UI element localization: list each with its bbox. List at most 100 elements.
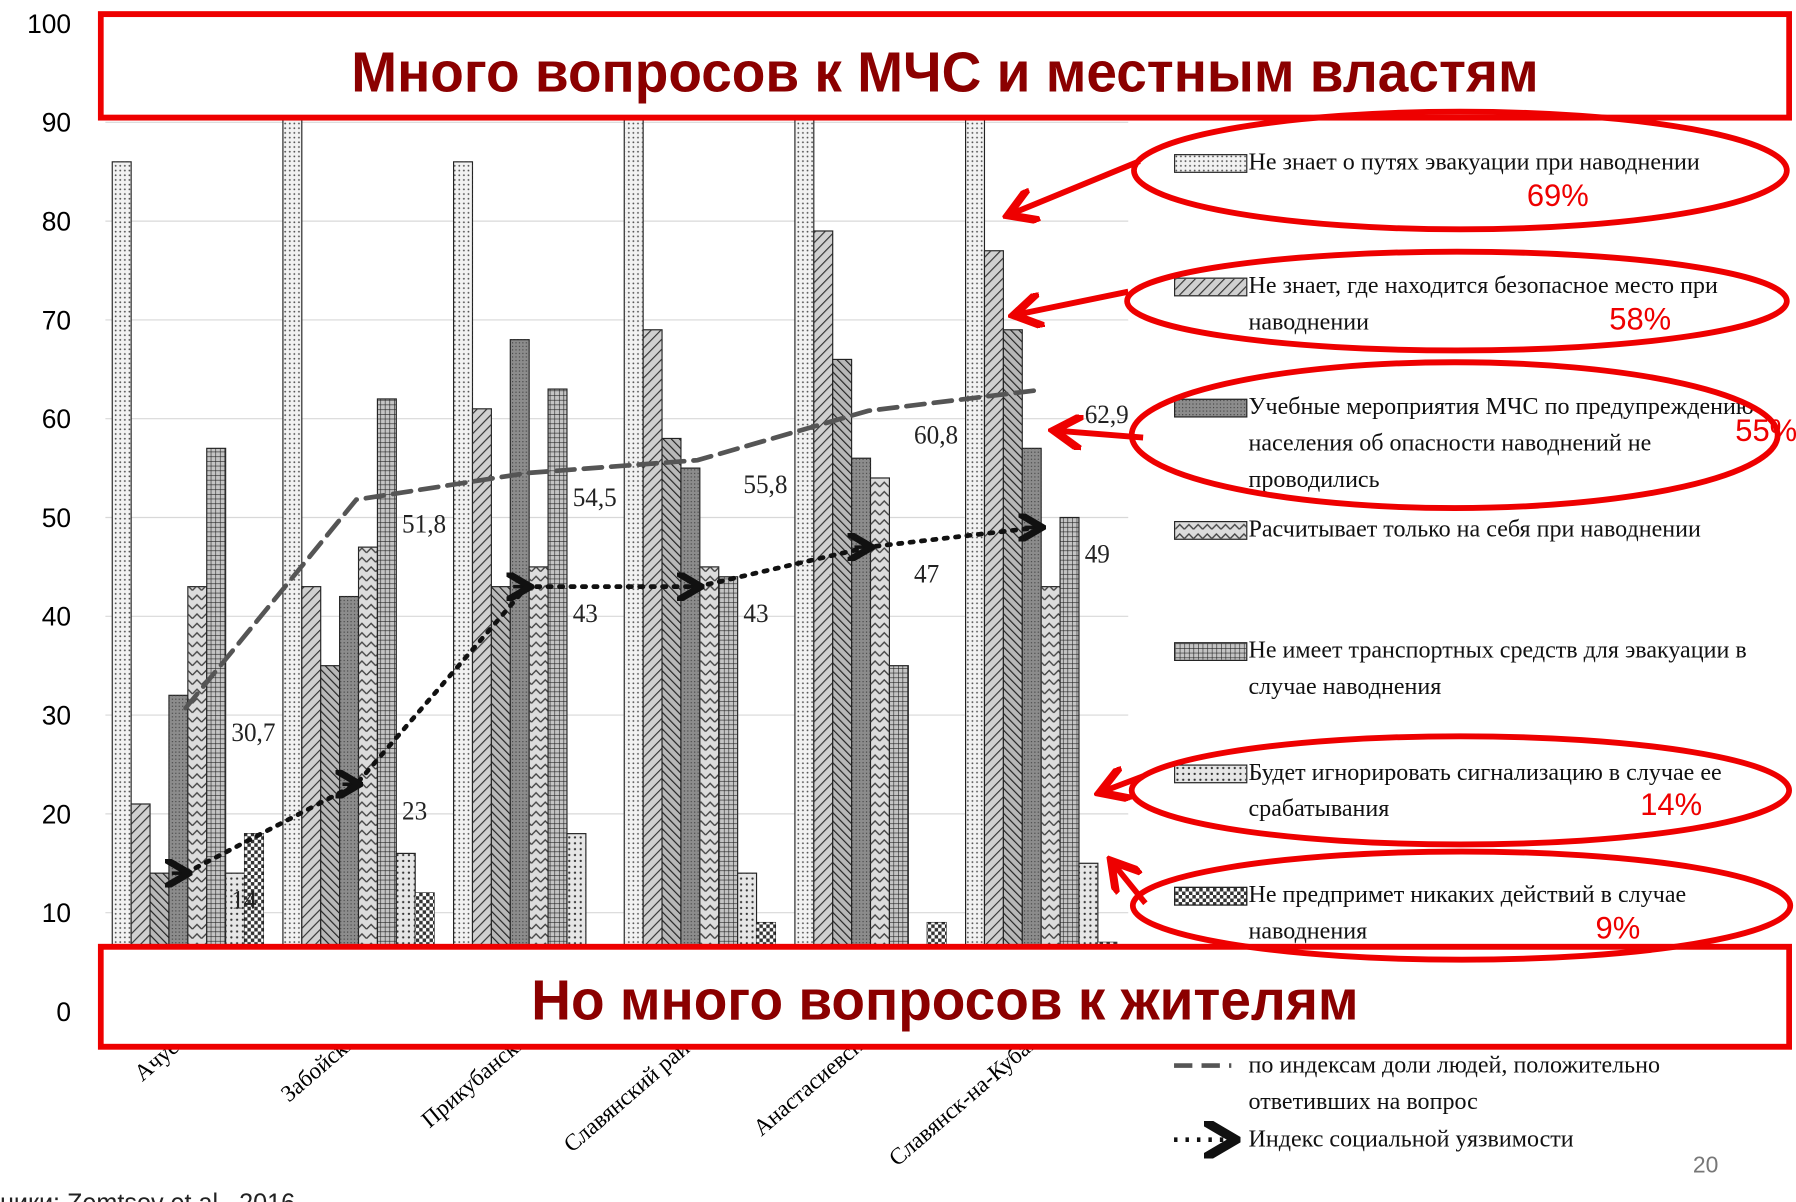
- legend-label: Не имеет транспортных средств для эвакуа…: [1248, 635, 1747, 700]
- highlight-ellipse: [1129, 848, 1794, 963]
- bar-texture: [832, 359, 852, 1012]
- bar-texture: [624, 72, 644, 1012]
- y-tick-label: 90: [42, 107, 71, 137]
- swatch-texture: [1175, 522, 1247, 539]
- bar-texture: [1060, 517, 1079, 1012]
- y-tick-label: 0: [56, 997, 71, 1027]
- annotation: 69%: [1527, 177, 1589, 212]
- bar-texture: [472, 408, 492, 1012]
- legend-swatch: [1174, 398, 1248, 418]
- bar-texture: [794, 72, 814, 1012]
- bar-texture: [301, 586, 321, 1012]
- line-value-label: 49: [1085, 539, 1110, 568]
- headline: Много вопросов к МЧС и местным властям: [351, 41, 1538, 104]
- bar-texture: [206, 448, 226, 1012]
- y-tick-label: 30: [42, 700, 71, 730]
- bar-texture: [718, 576, 738, 1012]
- legend-label: Не знает о путях эвакуации при наводнени…: [1248, 147, 1700, 176]
- bar-texture: [187, 586, 207, 1012]
- legend-swatch: [1174, 521, 1248, 540]
- bar-texture: [548, 389, 567, 1012]
- line-value-label: 47: [914, 559, 939, 588]
- y-tick-label: 50: [42, 503, 71, 533]
- annotation: 55%: [1735, 413, 1796, 448]
- swatch-texture: [1175, 887, 1247, 905]
- bar-texture: [491, 586, 511, 1012]
- bar-texture: [510, 339, 530, 1012]
- bar-texture: [1041, 586, 1061, 1012]
- y-tick-label: 100: [27, 9, 71, 39]
- legend-label: Учебные мероприятия МЧС по предупреждени…: [1248, 391, 1754, 493]
- bar-texture: [453, 161, 473, 1012]
- legend-label: Не предпримет никаких действий в случае …: [1248, 879, 1687, 945]
- legend-label: по индексам доли людей, положительно отв…: [1248, 1050, 1661, 1115]
- swatch-texture: [1175, 155, 1247, 172]
- legend-swatch: [1174, 764, 1248, 784]
- y-tick-label: 60: [42, 404, 71, 434]
- headline-box: [97, 11, 1792, 121]
- bar-texture: [699, 566, 719, 1012]
- bar-texture: [851, 458, 871, 1012]
- highlight-arrow: [1100, 776, 1145, 792]
- swatch-texture: [1175, 643, 1247, 660]
- bar-texture: [529, 566, 549, 1012]
- highlight-ellipse: [1124, 248, 1790, 354]
- bar-texture: [358, 547, 378, 1012]
- page-number: 20: [1693, 1151, 1718, 1177]
- bar-texture: [984, 250, 1004, 1012]
- legend-swatch: [1174, 886, 1248, 906]
- highlight-ellipse: [1128, 359, 1781, 512]
- line-value-label: 54,5: [573, 483, 617, 512]
- bar-texture: [112, 161, 132, 1012]
- annotation: 9%: [1596, 910, 1641, 945]
- legend-label: Не знает, где находится безопасное место…: [1248, 270, 1718, 336]
- bar-texture: [1022, 448, 1042, 1012]
- bar-texture: [889, 665, 909, 1012]
- highlight-ellipse: [1131, 108, 1790, 233]
- y-tick-label: 20: [42, 799, 71, 829]
- y-tick-label: 40: [42, 601, 71, 631]
- line-series: [183, 387, 1042, 711]
- line-value-label: 62,9: [1085, 400, 1129, 429]
- legend-swatch: [1174, 277, 1248, 297]
- line-value-label: 60,8: [914, 420, 958, 449]
- annotation: 14%: [1640, 787, 1702, 822]
- line-value-label: 14: [231, 885, 256, 914]
- bar-texture: [377, 398, 397, 1012]
- highlight-arrow: [1008, 158, 1141, 215]
- bar-texture: [1003, 329, 1023, 1012]
- bar-texture: [643, 329, 663, 1012]
- bar-texture: [339, 596, 359, 1012]
- annotation: 58%: [1609, 301, 1671, 336]
- legend-label: Будет игнорировать сигнализацию в случае…: [1248, 757, 1722, 823]
- bar-texture: [965, 72, 985, 1012]
- legend-swatch: [1174, 642, 1248, 661]
- bar-texture: [680, 468, 700, 1012]
- swatch-texture: [1175, 765, 1247, 783]
- bar-texture: [320, 665, 340, 1012]
- y-tick-label: 70: [42, 305, 71, 335]
- highlight-arrow: [1014, 288, 1129, 316]
- swatch-texture: [1175, 278, 1247, 296]
- line-value-label: 43: [573, 599, 598, 628]
- line-value-label: 51,8: [402, 509, 446, 538]
- highlight-arrow: [1111, 861, 1148, 906]
- line-value-label: 43: [743, 599, 768, 628]
- y-tick-label: 10: [42, 898, 71, 928]
- y-tick-label: 80: [42, 206, 71, 236]
- line-value-label: 23: [402, 796, 427, 825]
- line-series: [183, 525, 1042, 876]
- line-value-label: 30,7: [231, 718, 275, 747]
- line-value-label: 55,8: [743, 470, 787, 499]
- bar-texture: [168, 695, 188, 1012]
- swatch-texture: [1175, 399, 1247, 417]
- headline: Но много вопросов к жителям: [531, 969, 1358, 1032]
- legend-label: Расчитывает только на себя при наводнени…: [1248, 513, 1701, 543]
- highlight-arrow: [1054, 430, 1144, 437]
- bar-texture: [282, 102, 302, 1012]
- legend-label: Индекс социальной уязвимости: [1248, 1124, 1574, 1153]
- headline-box: [97, 943, 1792, 1050]
- source: ники: Zemtsov et al., 2016: [0, 1189, 295, 1202]
